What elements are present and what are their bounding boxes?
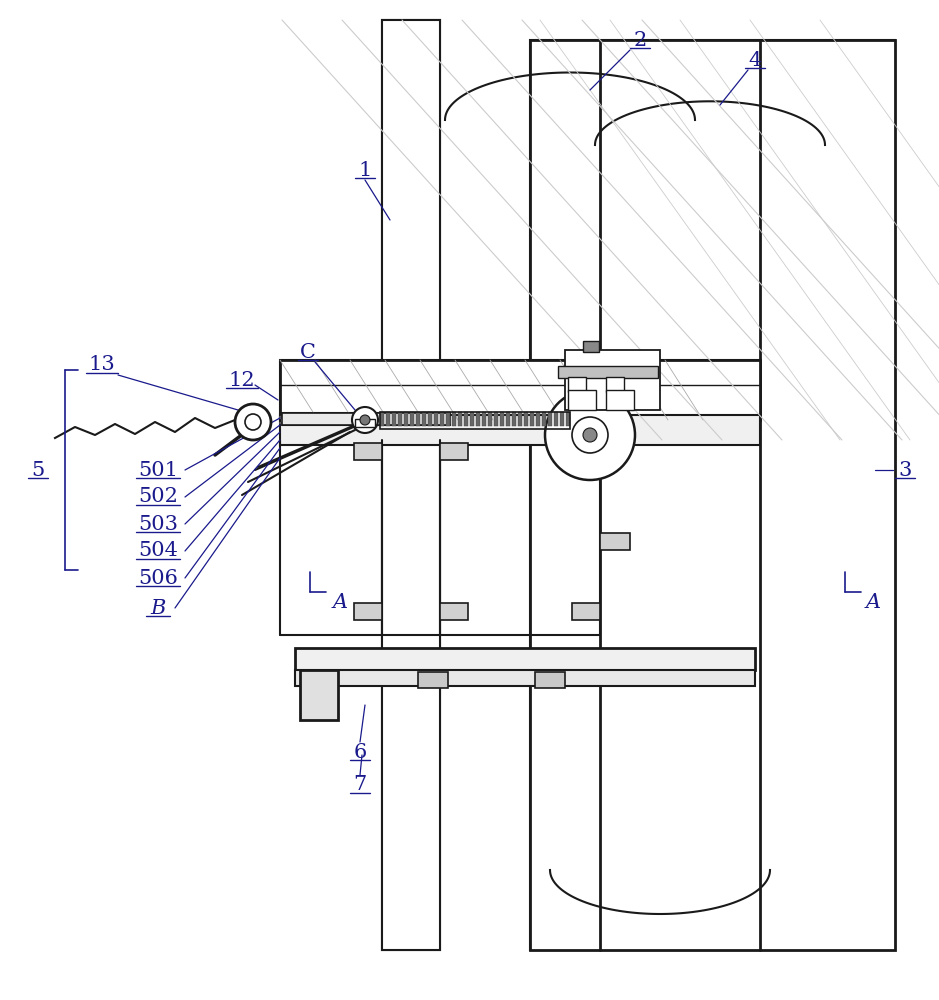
Text: 1: 1 — [359, 160, 372, 180]
Text: 5: 5 — [31, 460, 45, 480]
Text: 503: 503 — [138, 514, 178, 534]
Text: 502: 502 — [138, 488, 177, 506]
Bar — [404, 412, 408, 426]
Text: A: A — [332, 592, 347, 611]
Text: 2: 2 — [634, 30, 647, 49]
Bar — [535, 672, 565, 688]
Text: C: C — [300, 342, 316, 361]
Bar — [606, 390, 634, 410]
Circle shape — [352, 407, 378, 433]
Bar — [280, 360, 760, 420]
Bar — [606, 390, 634, 410]
Text: 4: 4 — [748, 50, 762, 70]
Bar — [440, 603, 468, 620]
Bar — [530, 412, 534, 426]
Bar — [410, 412, 414, 426]
Circle shape — [545, 390, 635, 480]
Circle shape — [572, 417, 608, 453]
Bar — [542, 412, 546, 426]
Text: 6: 6 — [353, 742, 366, 762]
Bar — [355, 419, 375, 427]
Bar — [418, 672, 448, 688]
Bar — [464, 412, 468, 426]
Text: 504: 504 — [138, 542, 177, 560]
Bar — [382, 20, 440, 420]
Bar — [428, 412, 432, 426]
Bar — [354, 443, 382, 460]
Text: 506: 506 — [138, 568, 177, 587]
Text: A: A — [866, 592, 881, 611]
Bar — [568, 390, 596, 410]
Bar — [548, 412, 552, 426]
Bar — [398, 412, 402, 426]
Bar — [382, 440, 440, 950]
Bar — [476, 412, 480, 426]
Bar — [422, 412, 426, 426]
Bar — [452, 412, 456, 426]
Text: B: B — [150, 598, 165, 617]
Bar — [494, 412, 498, 426]
Bar — [568, 390, 596, 410]
Bar — [280, 415, 760, 445]
Text: 13: 13 — [88, 356, 115, 374]
Text: 7: 7 — [353, 776, 366, 794]
Bar — [536, 412, 540, 426]
Bar — [380, 412, 384, 426]
Bar — [446, 412, 450, 426]
Bar — [558, 366, 658, 378]
Bar — [568, 377, 586, 392]
Bar — [354, 603, 382, 620]
Bar — [606, 377, 624, 392]
Bar — [470, 412, 474, 426]
Bar — [295, 648, 755, 670]
Bar — [530, 40, 895, 950]
Bar — [300, 670, 338, 720]
Bar — [458, 412, 462, 426]
Bar — [565, 350, 660, 410]
Bar — [282, 413, 450, 425]
Bar — [386, 412, 390, 426]
Bar — [512, 412, 516, 426]
Bar — [560, 412, 564, 426]
Bar — [583, 341, 599, 352]
Text: 12: 12 — [229, 370, 255, 389]
Bar — [518, 412, 522, 426]
Bar — [295, 670, 755, 686]
Bar — [392, 412, 396, 426]
Bar — [440, 443, 468, 460]
Bar — [530, 40, 895, 950]
Bar — [416, 412, 420, 426]
Bar — [280, 360, 760, 420]
Bar — [488, 412, 492, 426]
Circle shape — [245, 414, 261, 430]
Bar — [572, 603, 600, 620]
Bar — [566, 412, 570, 426]
Bar — [500, 412, 504, 426]
Bar — [434, 412, 438, 426]
Circle shape — [360, 415, 370, 425]
Bar — [554, 412, 558, 426]
Text: 3: 3 — [899, 460, 912, 480]
Bar — [600, 533, 630, 550]
Bar — [482, 412, 486, 426]
Bar — [380, 412, 570, 429]
Bar — [382, 20, 440, 420]
Bar — [382, 440, 440, 950]
Circle shape — [235, 404, 271, 440]
Bar — [524, 412, 528, 426]
Bar — [506, 412, 510, 426]
Bar — [440, 412, 444, 426]
Bar — [572, 443, 600, 460]
Text: 501: 501 — [138, 460, 178, 480]
Circle shape — [583, 428, 597, 442]
